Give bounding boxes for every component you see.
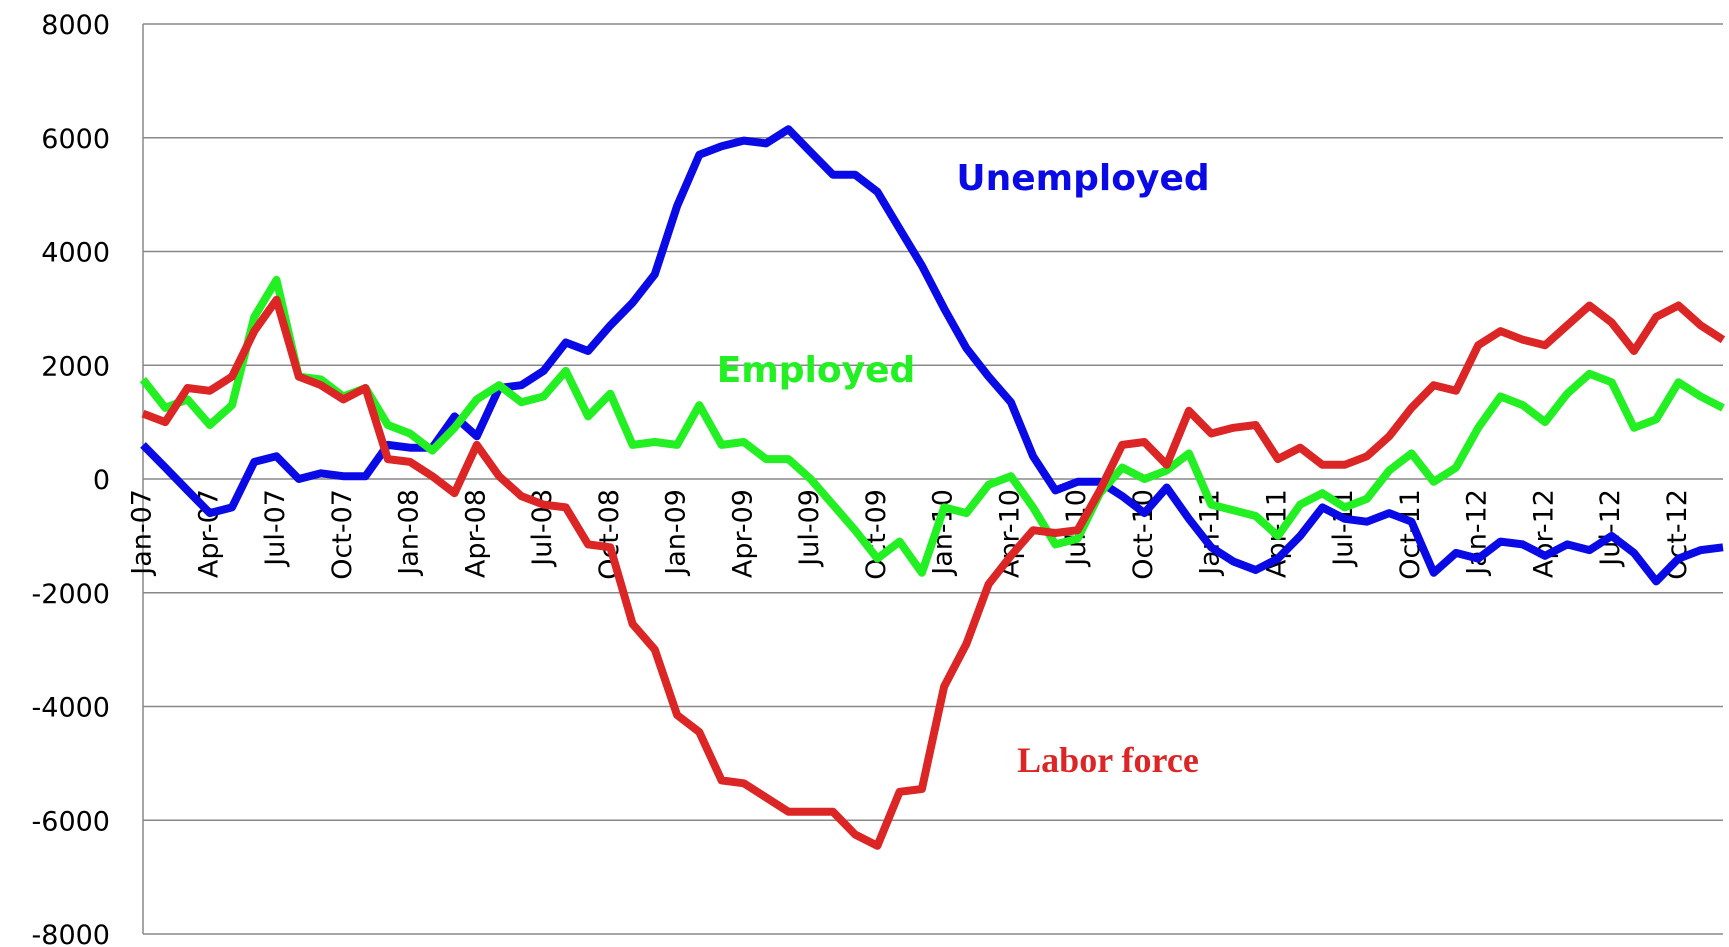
x-tick-label: Jul-07 [260,489,291,568]
x-tick-label: Oct-08 [594,489,625,580]
annotation: Labor force [1017,740,1199,780]
x-tick-label: Oct-09 [861,489,892,580]
y-tick-label: -4000 [32,693,110,724]
x-tick-label: Jul-09 [794,489,825,568]
y-tick-label: 0 [93,465,110,496]
x-tick-label: Jan-12 [1462,489,1493,577]
y-tick-label: -6000 [32,806,110,837]
x-tick-label: Apr-12 [1528,489,1559,578]
x-tick-label: Oct-07 [327,489,358,580]
y-tick-label: 4000 [41,238,110,269]
x-tick-label: Apr-09 [727,489,758,578]
y-tick-label: 8000 [41,10,110,41]
annotation: Unemployed [956,158,1209,199]
series-line [140,125,1724,586]
y-tick-label: 6000 [41,124,110,155]
x-tick-label: Jan-07 [127,489,158,577]
series-line [141,295,1726,850]
x-tick-label: Jan-09 [661,489,692,577]
series-line [139,275,1725,577]
x-tick-label: Jan-08 [394,489,425,577]
x-tick-label: Jul-12 [1595,489,1626,568]
y-tick-label: -2000 [32,579,110,610]
x-tick-label: Apr-08 [460,489,491,578]
annotation: Employed [717,350,916,391]
y-tick-label: -8000 [32,920,110,947]
y-tick-label: 2000 [41,351,110,382]
